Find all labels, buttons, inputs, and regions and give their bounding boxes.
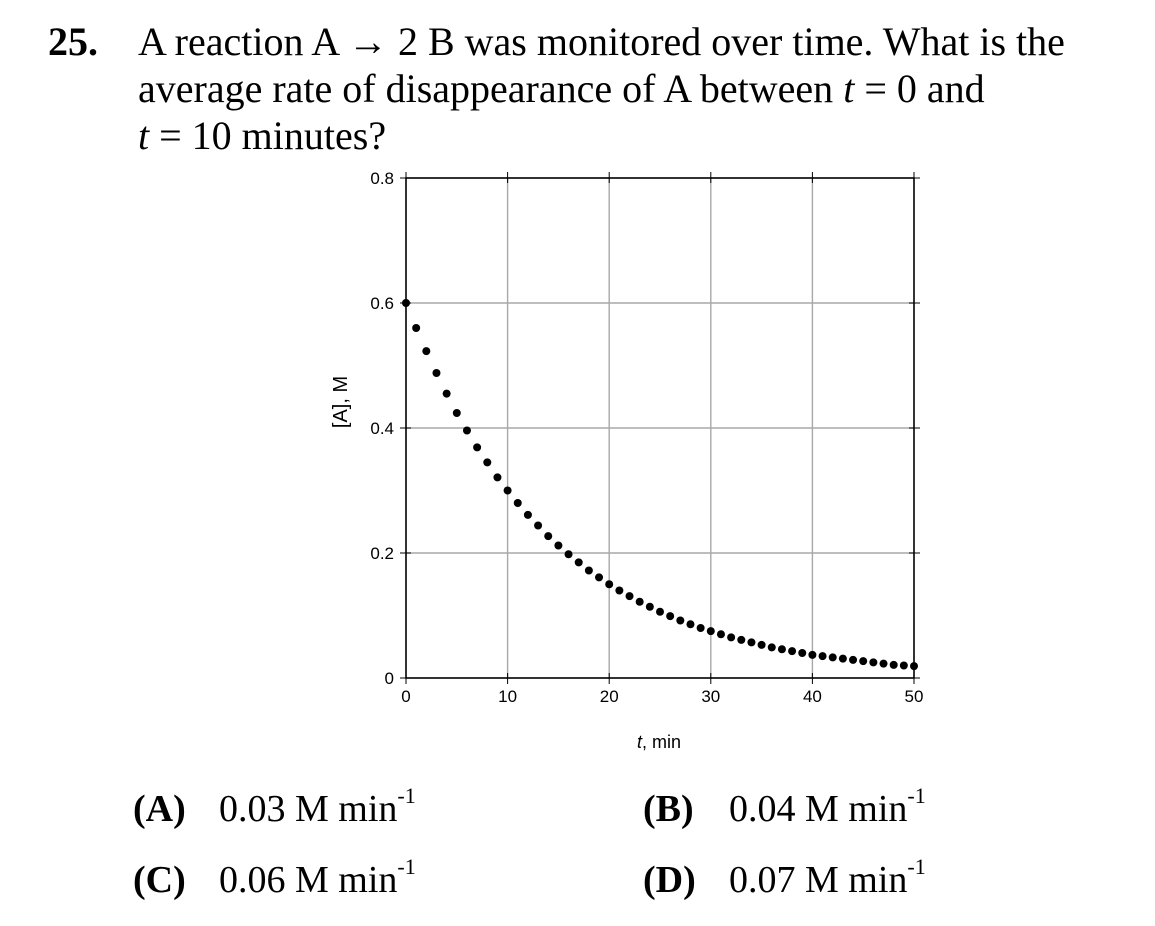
data-point bbox=[666, 612, 675, 621]
choice-d-value: 0.07 M min bbox=[729, 859, 908, 901]
choice-d-exponent: -1 bbox=[907, 854, 926, 879]
data-point bbox=[645, 602, 654, 611]
data-point bbox=[523, 510, 532, 519]
choice-a-letter: (A) bbox=[133, 788, 186, 830]
data-point bbox=[442, 389, 451, 398]
data-point bbox=[574, 558, 583, 567]
data-point bbox=[910, 662, 918, 671]
choice-a-exponent: -1 bbox=[397, 783, 416, 808]
data-point bbox=[605, 580, 614, 589]
data-point bbox=[859, 657, 868, 666]
question-number: 25. bbox=[48, 19, 98, 64]
data-point bbox=[452, 409, 461, 417]
x-tick-label: 20 bbox=[600, 687, 619, 706]
data-point bbox=[473, 443, 482, 452]
grid bbox=[406, 178, 914, 678]
data-point bbox=[818, 652, 827, 661]
concentration-time-chart: 0 10 20 30 40 50 0 0.2 0.4 0.6 0.8 [A], M t, min bbox=[330, 169, 923, 752]
x-tick-label: 10 bbox=[498, 687, 517, 706]
data-point bbox=[422, 347, 431, 356]
data-point bbox=[696, 624, 705, 632]
data-point bbox=[493, 473, 502, 482]
data-point bbox=[757, 640, 766, 649]
t-variable-2: t bbox=[138, 113, 150, 158]
data-point bbox=[706, 627, 715, 636]
y-tick-label: 0.8 bbox=[370, 169, 394, 188]
choice-c-value: 0.06 M min bbox=[219, 859, 398, 901]
choice-d-letter: (D) bbox=[643, 859, 696, 901]
data-point bbox=[513, 499, 522, 507]
data-point bbox=[828, 653, 837, 662]
y-tick-label: 0.4 bbox=[370, 419, 394, 438]
x-tick-label: 30 bbox=[701, 687, 720, 706]
data-point bbox=[747, 638, 756, 647]
choice-c-letter: (C) bbox=[133, 859, 186, 901]
question-text-part2: = 0 and bbox=[854, 66, 985, 111]
x-axis-title-variable: t bbox=[637, 732, 643, 752]
y-tick-label: 0.2 bbox=[370, 544, 394, 563]
data-point bbox=[767, 643, 776, 652]
data-point bbox=[788, 647, 797, 656]
tick-labels: 0 10 20 30 40 50 0 0.2 0.4 0.6 0.8 bbox=[370, 169, 923, 706]
data-point bbox=[595, 573, 604, 582]
choice-b-letter: (B) bbox=[643, 788, 694, 830]
data-point bbox=[503, 486, 512, 495]
y-tick-label: 0.6 bbox=[370, 294, 394, 313]
question-text-part3: = 10 minutes? bbox=[149, 113, 387, 158]
x-axis-title: t, min bbox=[637, 732, 681, 752]
t-variable-1: t bbox=[843, 66, 855, 111]
choice-b-exponent: -1 bbox=[907, 783, 926, 808]
data-point bbox=[716, 630, 725, 639]
data-point bbox=[737, 635, 746, 644]
choice-b[interactable]: (B) 0.04 M min-1 bbox=[643, 785, 926, 831]
x-tick-label: 0 bbox=[401, 687, 410, 706]
choice-c-exponent: -1 bbox=[397, 854, 416, 879]
data-point bbox=[412, 324, 421, 332]
data-point bbox=[625, 592, 634, 601]
x-axis-title-unit: , min bbox=[642, 732, 681, 752]
data-point bbox=[554, 541, 563, 550]
axes bbox=[400, 172, 920, 684]
data-point bbox=[899, 661, 908, 670]
data-point bbox=[432, 369, 441, 377]
data-point bbox=[635, 597, 644, 606]
data-point bbox=[615, 586, 624, 595]
choice-b-value: 0.04 M min bbox=[729, 788, 908, 830]
data-point bbox=[402, 299, 410, 307]
choice-d[interactable]: (D) 0.07 M min-1 bbox=[643, 856, 926, 902]
data-point bbox=[656, 607, 664, 616]
data-point bbox=[544, 532, 553, 541]
data-point bbox=[869, 658, 878, 667]
data-point bbox=[849, 655, 858, 664]
data-point bbox=[534, 521, 543, 530]
data-point bbox=[462, 426, 471, 435]
data-point bbox=[564, 550, 573, 559]
data-point bbox=[889, 660, 898, 669]
data-point bbox=[483, 458, 492, 467]
x-tick-label: 50 bbox=[905, 687, 924, 706]
question-text: A reaction A → 2 B was monitored over ti… bbox=[138, 18, 1138, 159]
plot-frame bbox=[405, 177, 915, 679]
choice-c[interactable]: (C) 0.06 M min-1 bbox=[133, 856, 416, 902]
data-point bbox=[676, 616, 685, 625]
data-point bbox=[838, 654, 847, 663]
data-point bbox=[686, 620, 695, 629]
data-point bbox=[879, 659, 888, 668]
data-point bbox=[777, 645, 786, 654]
choice-a-value: 0.03 M min bbox=[219, 788, 398, 830]
data-point bbox=[727, 633, 736, 642]
x-tick-label: 40 bbox=[803, 687, 822, 706]
data-points bbox=[402, 299, 918, 671]
y-tick-label: 0 bbox=[385, 669, 394, 688]
data-point bbox=[798, 649, 807, 657]
choice-a[interactable]: (A) 0.03 M min-1 bbox=[133, 785, 416, 831]
data-point bbox=[808, 650, 817, 659]
y-axis-title: [A], M bbox=[330, 376, 352, 428]
question-text-part1: A reaction A → 2 B was monitored over ti… bbox=[138, 19, 1065, 111]
data-point bbox=[584, 566, 593, 575]
